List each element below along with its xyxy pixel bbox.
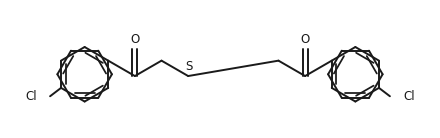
Text: O: O [130,34,139,47]
Text: Cl: Cl [25,90,37,103]
Text: S: S [185,60,193,73]
Text: O: O [301,34,310,47]
Text: Cl: Cl [403,90,415,103]
